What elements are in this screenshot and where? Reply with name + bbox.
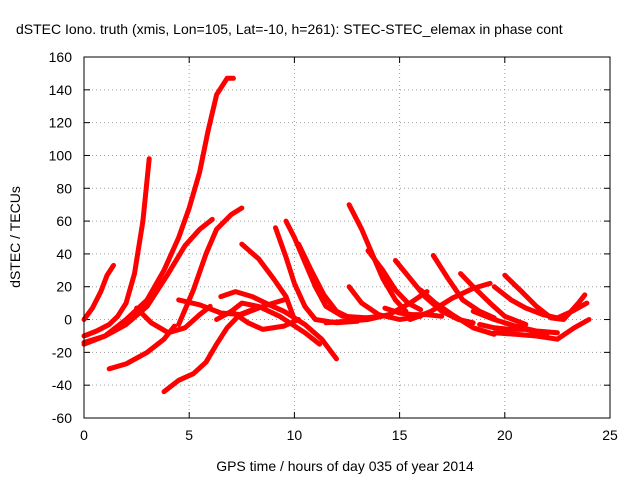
series-line xyxy=(81,216,215,345)
series-line xyxy=(502,272,588,322)
x-axis-label: GPS time / hours of day 035 of year 2014 xyxy=(216,458,474,474)
series-group xyxy=(81,75,592,395)
series-line xyxy=(176,205,245,327)
x-tick-label: 25 xyxy=(602,427,618,443)
y-tick-label: 0 xyxy=(64,312,72,328)
series-line xyxy=(382,305,445,319)
y-tick-label: 40 xyxy=(56,246,72,262)
series-line xyxy=(418,287,497,337)
y-tick-label: 80 xyxy=(56,180,72,196)
chart-title: dSTEC Iono. truth (xmis, Lon=105, Lat=-1… xyxy=(16,21,563,37)
series-line xyxy=(491,317,592,342)
y-axis-label: dSTEC / TECUs xyxy=(7,186,23,288)
x-tick-label: 5 xyxy=(185,427,193,443)
series-line xyxy=(81,262,116,322)
y-tick-label: 60 xyxy=(56,213,72,229)
series-line xyxy=(407,280,493,322)
series-line xyxy=(218,289,339,362)
series-line xyxy=(491,284,590,321)
y-tick-label: -20 xyxy=(52,344,72,360)
series-line xyxy=(323,289,430,326)
x-tick-label: 20 xyxy=(497,427,513,443)
x-tick-label: 0 xyxy=(80,427,88,443)
y-tick-label: 160 xyxy=(49,49,73,65)
series-line xyxy=(81,156,152,339)
y-tick-label: 100 xyxy=(49,147,73,163)
x-tick-label: 10 xyxy=(287,427,303,443)
series-line xyxy=(81,75,236,347)
y-tick-label: -60 xyxy=(52,410,72,426)
series-line xyxy=(477,322,550,337)
series-line xyxy=(134,303,213,336)
y-tick-label: 20 xyxy=(56,279,72,295)
x-tick-label: 15 xyxy=(392,427,408,443)
series-line xyxy=(365,248,424,313)
series-line xyxy=(458,271,529,327)
series-line xyxy=(239,241,297,322)
y-tick-label: -40 xyxy=(52,377,72,393)
y-tick-label: 140 xyxy=(49,82,73,98)
series-line xyxy=(228,308,302,332)
series-line xyxy=(283,218,371,321)
axis-ticks: 0 5 10 15 20 25 -60 -40 -20 0 20 40 60 80 100 120 140 160 xyxy=(49,49,618,443)
grid xyxy=(84,57,610,418)
y-tick-label: 120 xyxy=(49,115,73,131)
plot-frame xyxy=(83,56,611,419)
